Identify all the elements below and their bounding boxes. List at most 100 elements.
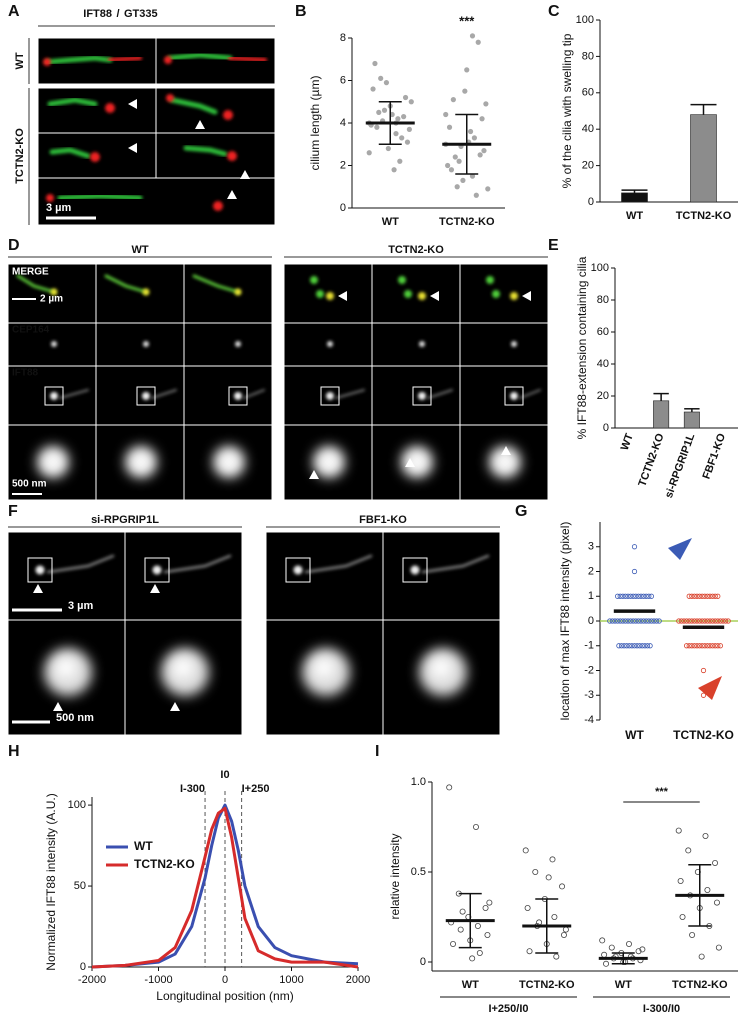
data-point bbox=[638, 593, 644, 599]
signal bbox=[16, 274, 56, 294]
signal bbox=[418, 292, 426, 300]
data-point bbox=[640, 618, 647, 624]
micrograph bbox=[371, 263, 461, 324]
data-point bbox=[633, 618, 639, 624]
data-point bbox=[651, 618, 657, 624]
arrowhead bbox=[128, 99, 137, 109]
data-point bbox=[689, 593, 695, 599]
point-row bbox=[686, 593, 721, 599]
legend-label: WT bbox=[134, 839, 153, 853]
micrograph bbox=[183, 322, 273, 367]
data-point bbox=[607, 618, 613, 624]
data-line bbox=[91, 806, 359, 969]
signal bbox=[57, 193, 143, 201]
signal bbox=[142, 288, 150, 296]
y-tick-label: 20 bbox=[597, 390, 609, 402]
column-header: FBF1-KO bbox=[359, 514, 407, 526]
arrowhead bbox=[338, 291, 347, 301]
micrograph bbox=[459, 322, 549, 367]
x-tick-label: WT bbox=[626, 210, 643, 222]
data-point bbox=[715, 618, 721, 624]
data-point bbox=[391, 167, 397, 173]
significance: *** bbox=[459, 13, 475, 28]
arrowhead bbox=[150, 584, 160, 593]
data-point bbox=[450, 941, 457, 948]
roi-box bbox=[27, 557, 53, 583]
data-point bbox=[694, 643, 700, 649]
signal bbox=[511, 341, 517, 347]
signal bbox=[222, 455, 236, 469]
y-axis-label: % IFT88-extension containing cilia bbox=[575, 256, 589, 439]
arrowhead bbox=[668, 538, 692, 560]
data-point bbox=[709, 643, 716, 649]
scale-bar-label: 3 µm bbox=[68, 600, 94, 612]
point-row bbox=[683, 643, 724, 649]
data-point bbox=[562, 926, 569, 933]
x-axis-label: Longitudinal position (nm) bbox=[156, 989, 293, 1003]
x-tick-label: WT bbox=[382, 216, 399, 228]
signal bbox=[183, 145, 228, 157]
panel-letter: C bbox=[548, 3, 560, 20]
data-point bbox=[712, 860, 719, 867]
y-tick-label: 3 bbox=[588, 541, 594, 553]
data-point bbox=[464, 67, 470, 73]
data-point bbox=[702, 618, 708, 624]
roi-box bbox=[285, 557, 311, 583]
data-point bbox=[648, 618, 655, 624]
signal bbox=[322, 455, 336, 469]
data-point bbox=[472, 824, 479, 831]
micrograph bbox=[382, 531, 501, 621]
data-point bbox=[445, 162, 451, 169]
y-tick-label: 0 bbox=[588, 615, 594, 627]
x-tick-label: -1000 bbox=[144, 974, 172, 986]
signal bbox=[105, 103, 115, 113]
data-point bbox=[677, 878, 684, 885]
data-point bbox=[694, 593, 700, 599]
signal bbox=[51, 341, 57, 347]
column-header: si-RPGRIP1L bbox=[91, 514, 159, 526]
data-point bbox=[450, 97, 456, 103]
signal bbox=[293, 565, 303, 575]
data-point bbox=[618, 643, 625, 649]
data-point bbox=[642, 643, 648, 649]
data-point bbox=[460, 177, 466, 183]
data-point bbox=[646, 618, 652, 624]
micrograph bbox=[95, 263, 185, 324]
data-point bbox=[385, 145, 391, 152]
data-point bbox=[448, 167, 455, 173]
signal bbox=[46, 455, 60, 469]
marker-label: I-300 bbox=[180, 783, 205, 795]
data-point bbox=[559, 883, 566, 890]
roi-box bbox=[412, 386, 432, 406]
data-point bbox=[621, 643, 627, 649]
y-axis-label: relative intensity bbox=[388, 833, 402, 919]
micrograph bbox=[265, 531, 384, 621]
micrograph bbox=[371, 322, 461, 367]
x-tick-label: WT bbox=[615, 979, 632, 991]
micrograph bbox=[7, 531, 126, 621]
y-tick-label: 60 bbox=[597, 326, 609, 338]
panel-letter: E bbox=[548, 237, 559, 254]
data-point bbox=[647, 643, 653, 649]
signal bbox=[304, 554, 373, 574]
data-point bbox=[678, 618, 685, 624]
x-tick-label: TCTN2-KO bbox=[673, 728, 734, 742]
signal bbox=[427, 389, 453, 399]
y-tick-label: -1 bbox=[584, 640, 594, 652]
data-point bbox=[452, 154, 458, 160]
data-point bbox=[686, 618, 692, 624]
data-point bbox=[700, 692, 707, 698]
y-tick-label: 1.0 bbox=[411, 776, 426, 788]
data-point bbox=[522, 847, 529, 854]
roi-box bbox=[144, 557, 170, 583]
signal bbox=[510, 292, 518, 300]
data-point bbox=[476, 950, 483, 957]
signal bbox=[486, 276, 494, 284]
data-point bbox=[691, 643, 698, 649]
data-point bbox=[715, 593, 721, 599]
data-point bbox=[560, 932, 567, 939]
signal bbox=[50, 392, 58, 400]
data-point bbox=[683, 643, 690, 649]
data-point bbox=[545, 874, 552, 881]
